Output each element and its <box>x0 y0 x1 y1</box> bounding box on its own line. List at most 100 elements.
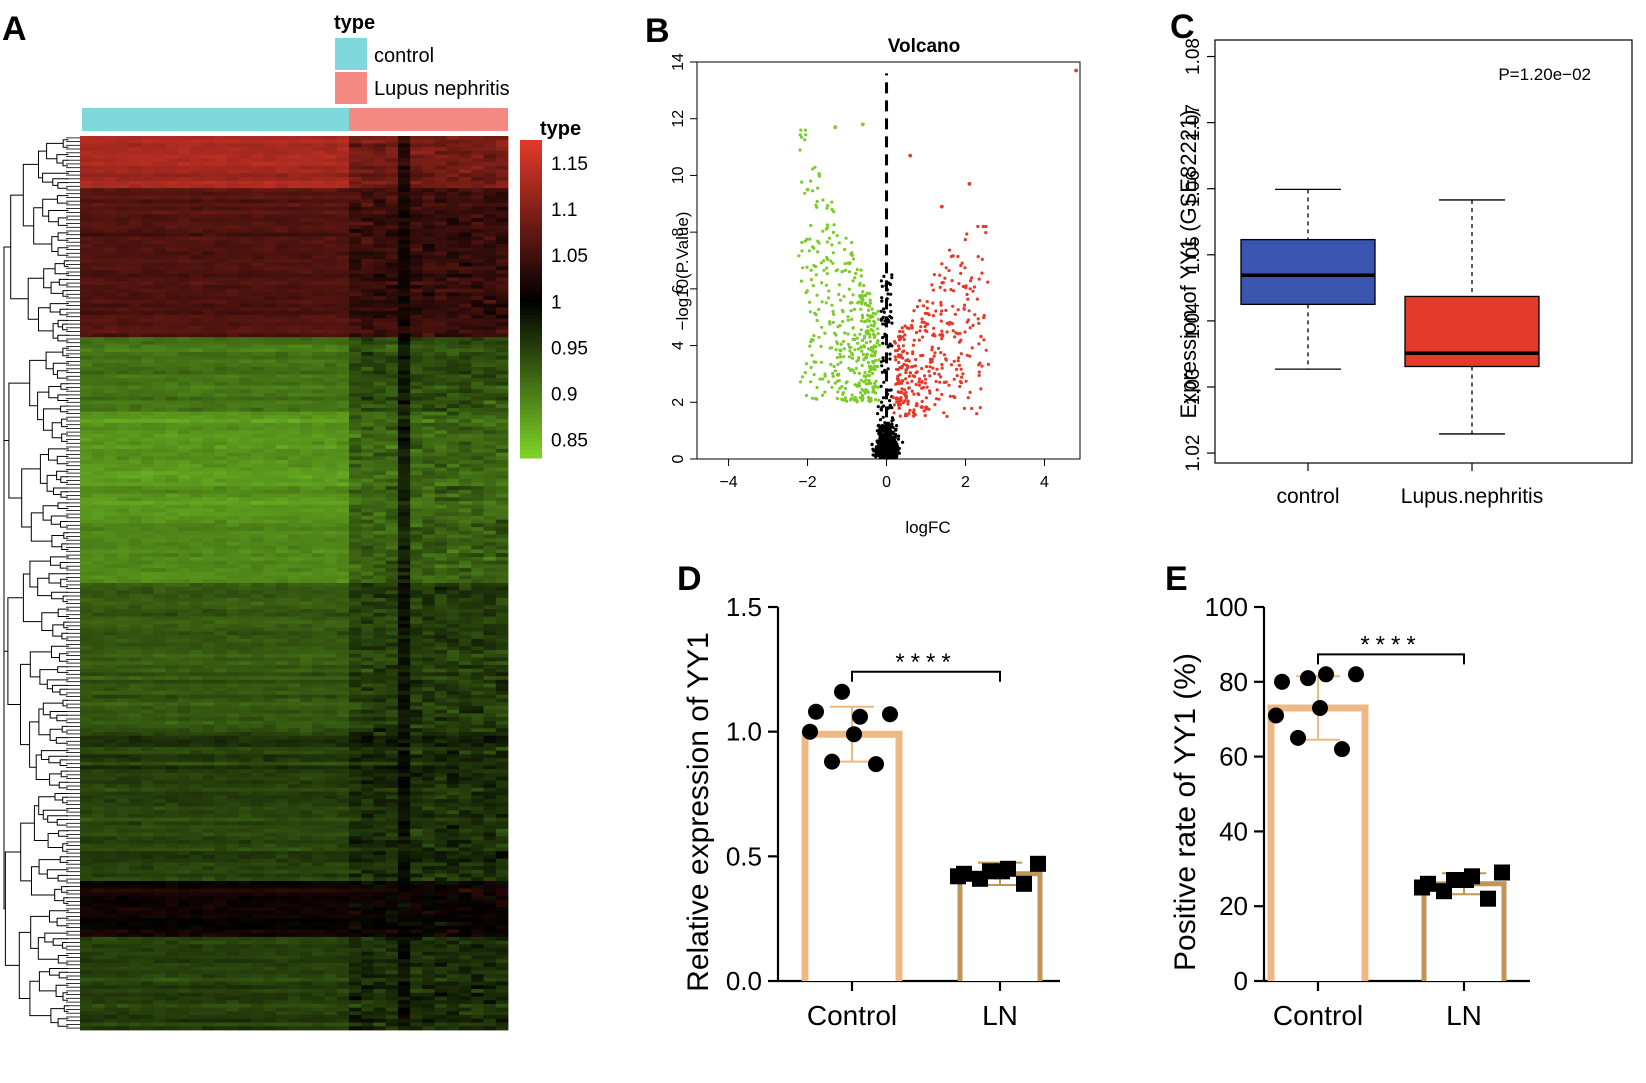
heatmap-cell <box>422 441 436 446</box>
heatmap-cell <box>116 568 130 573</box>
heatmap-cell <box>287 385 301 390</box>
heatmap-cell <box>202 344 215 349</box>
heatmap-cell <box>483 199 497 204</box>
heatmap-cell <box>495 474 509 480</box>
heatmap-cell <box>190 474 203 480</box>
heatmap-cell <box>459 590 472 595</box>
heatmap-cell <box>287 597 301 603</box>
heatmap-cell <box>238 258 252 264</box>
heatmap-cell <box>373 508 387 513</box>
heatmap-cell <box>385 158 399 163</box>
heatmap-cell <box>434 542 448 547</box>
heatmap-cell <box>410 355 423 360</box>
heatmap-cell <box>422 232 436 237</box>
heatmap-cell <box>446 150 460 156</box>
heatmap-cell <box>104 586 118 591</box>
heatmap-cell <box>410 266 423 271</box>
heatmap-cell <box>287 180 301 185</box>
heatmap-cell <box>336 456 350 461</box>
heatmap-cell <box>116 594 130 599</box>
heatmap-cell <box>397 322 411 327</box>
heatmap-cell <box>214 471 228 476</box>
heatmap-cell <box>336 497 350 502</box>
heatmap-cell <box>495 154 509 159</box>
heatmap-cell <box>324 411 338 416</box>
heatmap-cell <box>141 471 154 476</box>
heatmap-cell <box>287 325 301 331</box>
dendrogram-branch <box>44 932 69 943</box>
heatmap-cell <box>153 504 166 509</box>
heatmap-cell <box>300 389 313 394</box>
heatmap-cell <box>226 474 240 480</box>
heatmap-cell <box>495 385 509 390</box>
heatmap-cell <box>446 314 460 319</box>
heatmap-cell <box>202 173 215 178</box>
heatmap-cell <box>92 430 105 435</box>
heatmap-cell <box>116 441 130 446</box>
heatmap-cell <box>165 482 179 487</box>
heatmap-cell <box>312 299 325 305</box>
heatmap-cell <box>336 415 350 420</box>
heatmap-cell <box>324 232 338 237</box>
heatmap-cell <box>128 419 142 424</box>
heatmap-cell <box>116 232 130 237</box>
heatmap-cell <box>397 456 411 461</box>
heatmap-cell <box>141 568 154 573</box>
heatmap-cell <box>153 620 166 625</box>
heatmap-cell <box>226 203 240 208</box>
heatmap-cell <box>483 355 497 360</box>
heatmap-cell <box>202 430 215 435</box>
heatmap-cell <box>263 579 277 584</box>
heatmap-cell <box>141 586 154 591</box>
heatmap-cell <box>190 482 203 487</box>
heatmap-cell <box>116 530 130 535</box>
heatmap-cell <box>275 385 289 390</box>
heatmap-cell <box>202 441 215 446</box>
heatmap-cell <box>165 389 179 394</box>
heatmap-cell <box>471 352 484 357</box>
heatmap-cell <box>275 158 289 163</box>
heatmap-cell <box>471 303 484 308</box>
heatmap-cell <box>312 456 325 461</box>
heatmap-cell <box>177 609 191 614</box>
heatmap-cell <box>80 411 93 416</box>
heatmap-cell <box>471 456 484 461</box>
heatmap-cell <box>128 393 142 398</box>
heatmap-cell <box>324 504 338 509</box>
heatmap-cell <box>190 534 203 539</box>
heatmap-cell <box>202 422 215 427</box>
heatmap-cell <box>287 247 301 252</box>
heatmap-cell <box>373 620 387 625</box>
heatmap-cell <box>226 486 240 491</box>
heatmap-cell <box>226 236 240 241</box>
heatmap-cell <box>92 452 105 457</box>
heatmap-cell <box>434 452 448 457</box>
heatmap-cell <box>251 210 264 215</box>
heatmap-cell <box>361 419 374 424</box>
heatmap-cell <box>92 180 105 185</box>
heatmap-cell <box>128 352 142 357</box>
heatmap-cell <box>251 322 264 327</box>
heatmap-cell <box>177 456 191 461</box>
dendrogram-branch <box>38 307 54 332</box>
heatmap-cell <box>300 311 313 316</box>
heatmap-cell <box>263 318 277 323</box>
heatmap-cell <box>141 542 154 547</box>
heatmap-cell <box>251 538 264 543</box>
heatmap-cell <box>446 467 460 472</box>
heatmap-cell <box>300 251 313 256</box>
heatmap-cell <box>385 296 399 301</box>
heatmap-cell <box>92 217 105 223</box>
heatmap-cell <box>397 404 411 409</box>
heatmap-cell <box>410 188 423 193</box>
heatmap-cell <box>251 463 264 468</box>
heatmap-cell <box>410 318 423 323</box>
heatmap-cell <box>104 296 118 301</box>
heatmap-cell <box>483 605 497 610</box>
heatmap-cell <box>153 419 166 424</box>
heatmap-cell <box>300 195 313 200</box>
heatmap-cell <box>312 542 325 547</box>
heatmap-cell <box>300 515 313 521</box>
heatmap-cell <box>128 325 142 331</box>
heatmap-cell <box>483 575 497 580</box>
